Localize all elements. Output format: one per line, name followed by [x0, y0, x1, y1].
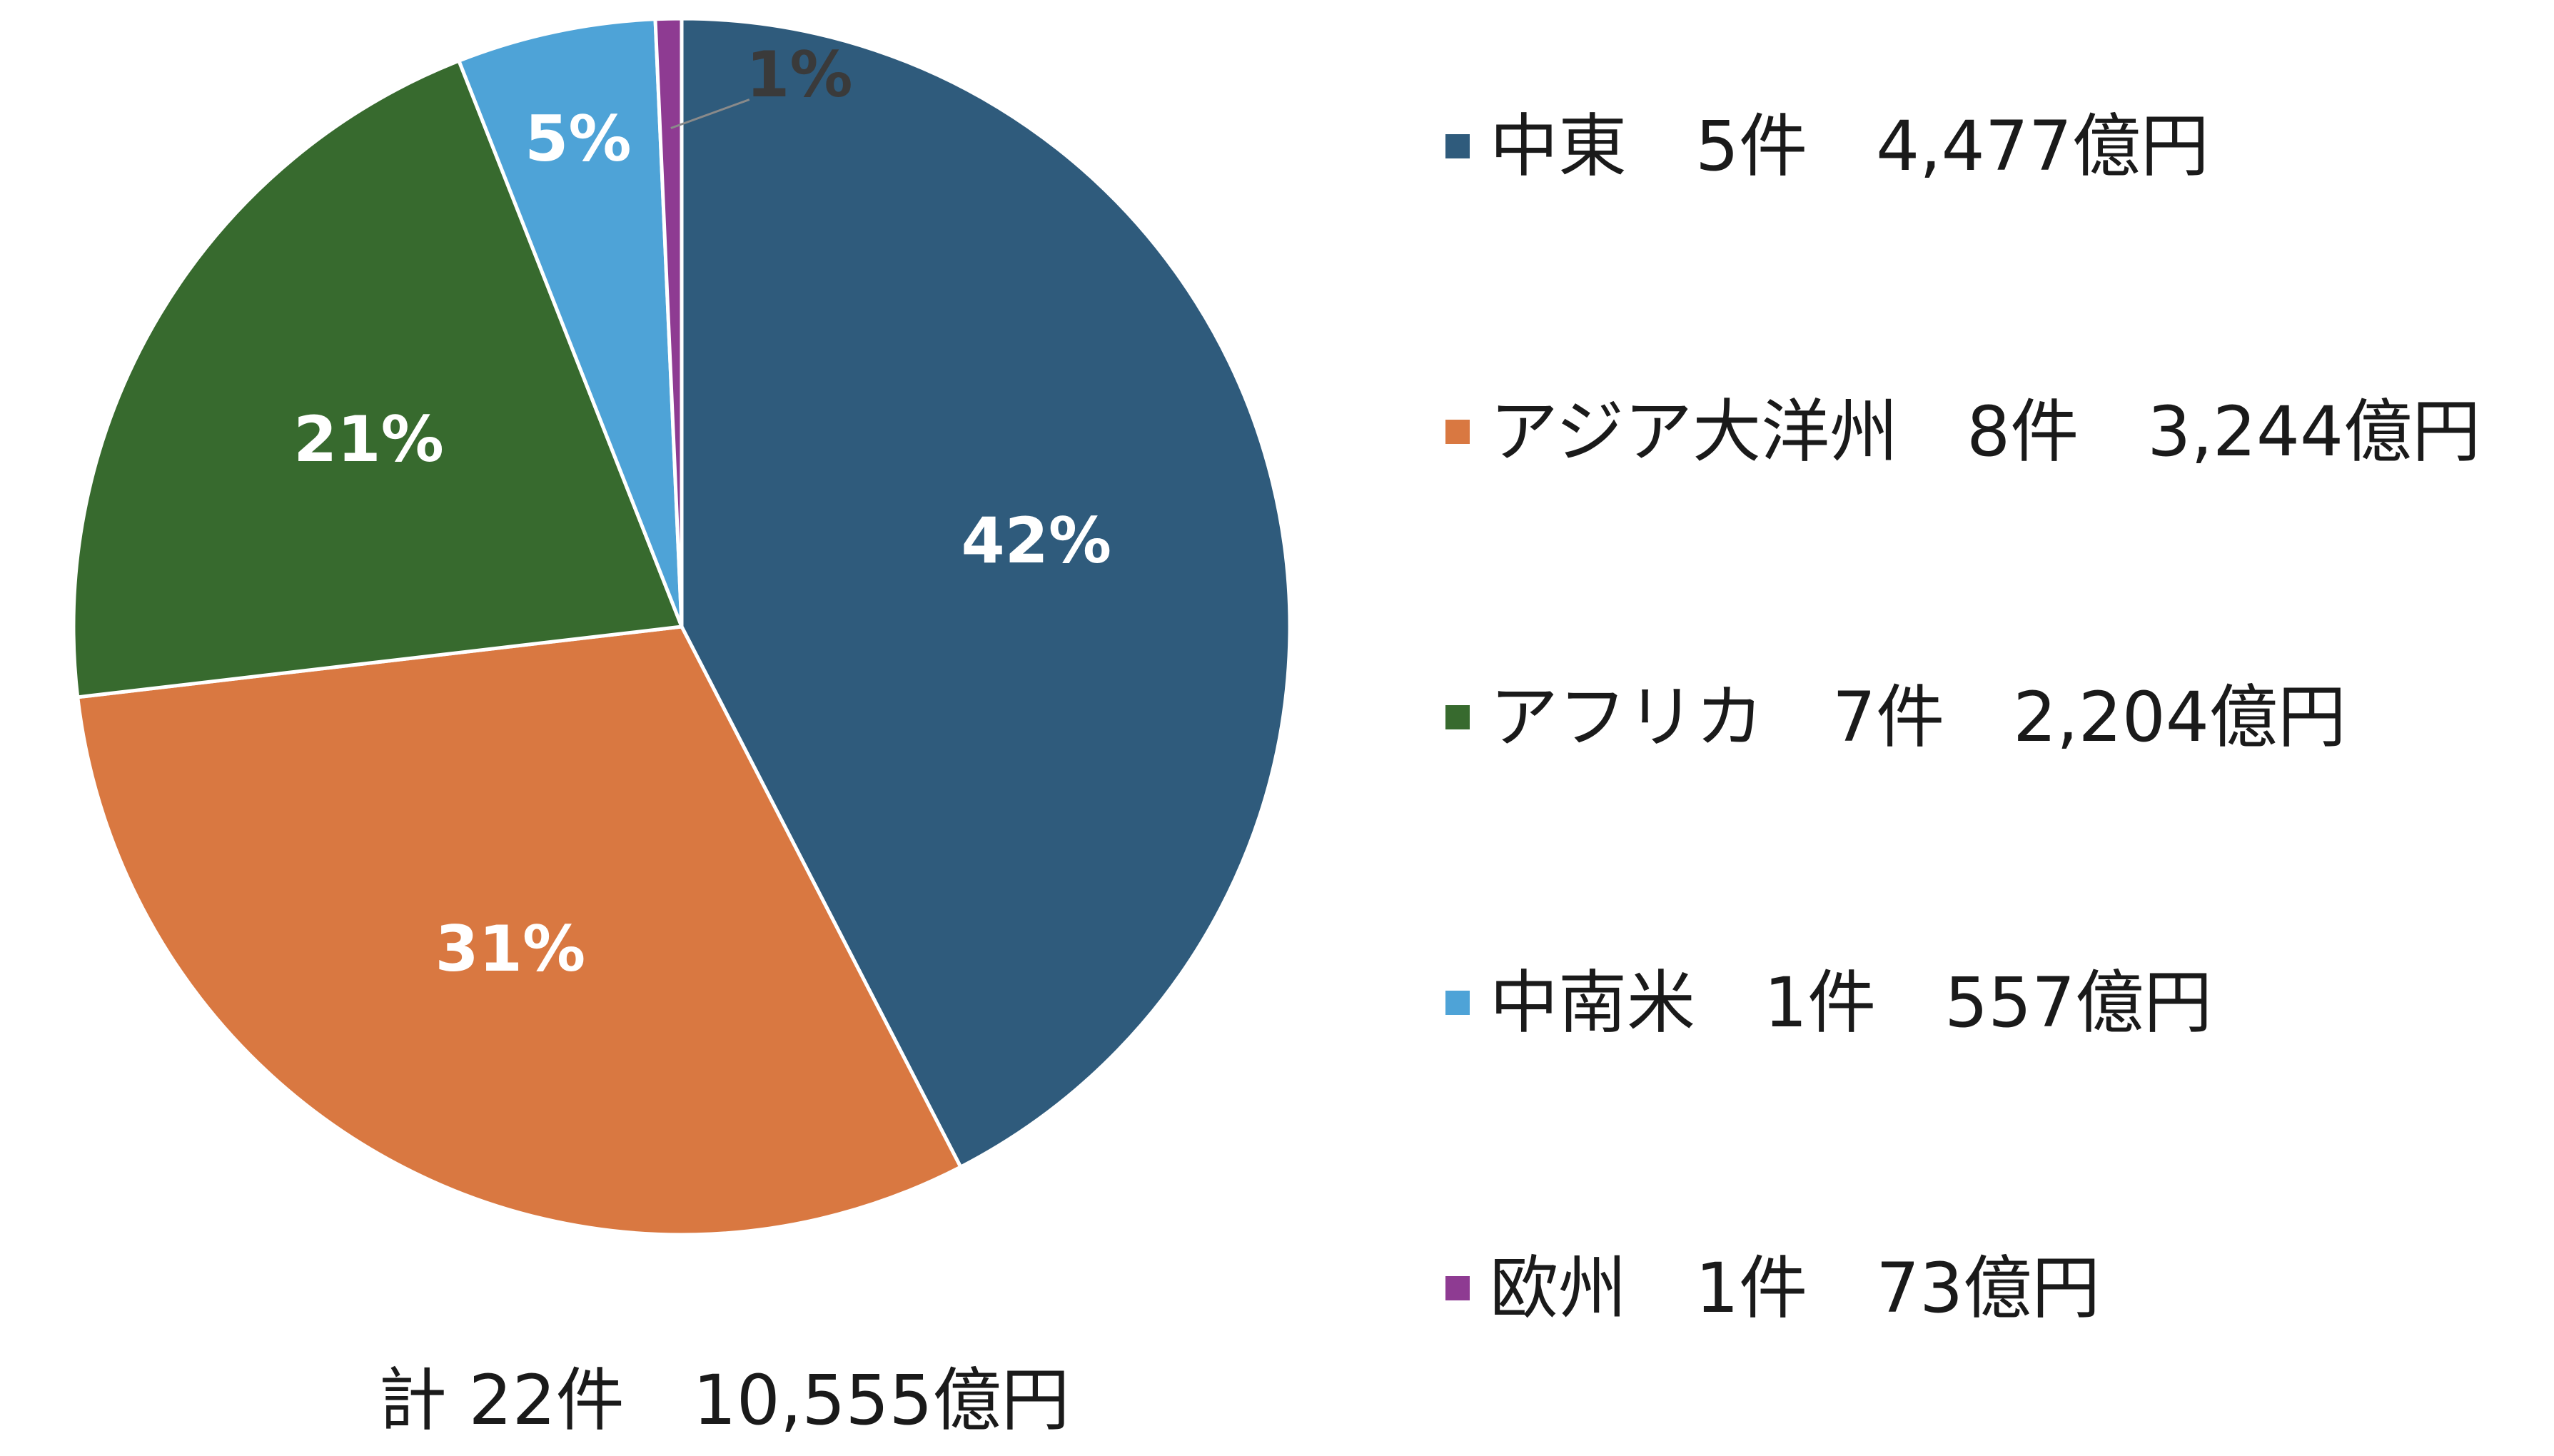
percent-label-3: 5% — [525, 102, 631, 176]
pie-slice-2 — [71, 59, 684, 699]
pie-slices — [71, 16, 1292, 1237]
pie-slice-4 — [653, 16, 684, 629]
percent-label-2: 21% — [293, 403, 444, 476]
legend-label-3: 中南米 1件 557億円 — [1490, 963, 2212, 1043]
total-summary: 計 22件 10,555億円 — [378, 1360, 1070, 1440]
legend-swatch-2 — [1445, 705, 1470, 729]
percent-label-0: 42% — [961, 504, 1111, 577]
percent-label-1: 31% — [435, 912, 586, 986]
legend-label-0: 中東 5件 4,477億円 — [1490, 106, 2209, 186]
pie-slice-3 — [457, 17, 684, 629]
pie-slice-0 — [680, 16, 1292, 1169]
legend-swatch-0 — [1445, 134, 1470, 158]
legend-label-2: アフリカ 7件 2,204億円 — [1490, 677, 2346, 757]
percent-labels: 42% 31% 21% 5% 1% — [293, 38, 1111, 986]
legend-swatch-4 — [1445, 1276, 1470, 1300]
leader-line-4 — [670, 98, 750, 129]
legend-label-1: アジア大洋州 8件 3,244億円 — [1490, 392, 2480, 472]
percent-label-4: 1% — [746, 38, 852, 111]
legend-item-0: 中東 5件 4,477億円 — [1445, 106, 2209, 186]
legend-label-4: 欧州 1件 73億円 — [1490, 1248, 2100, 1328]
legend-item-3: 中南米 1件 557億円 — [1445, 963, 2212, 1043]
legend-item-1: アジア大洋州 8件 3,244億円 — [1445, 392, 2480, 472]
legend-swatch-3 — [1445, 991, 1470, 1015]
pie-slice-1 — [76, 625, 963, 1237]
legend-item-2: アフリカ 7件 2,204億円 — [1445, 677, 2346, 757]
leader-lines — [670, 98, 750, 129]
legend-swatch-1 — [1445, 420, 1470, 444]
legend-item-4: 欧州 1件 73億円 — [1445, 1248, 2100, 1328]
